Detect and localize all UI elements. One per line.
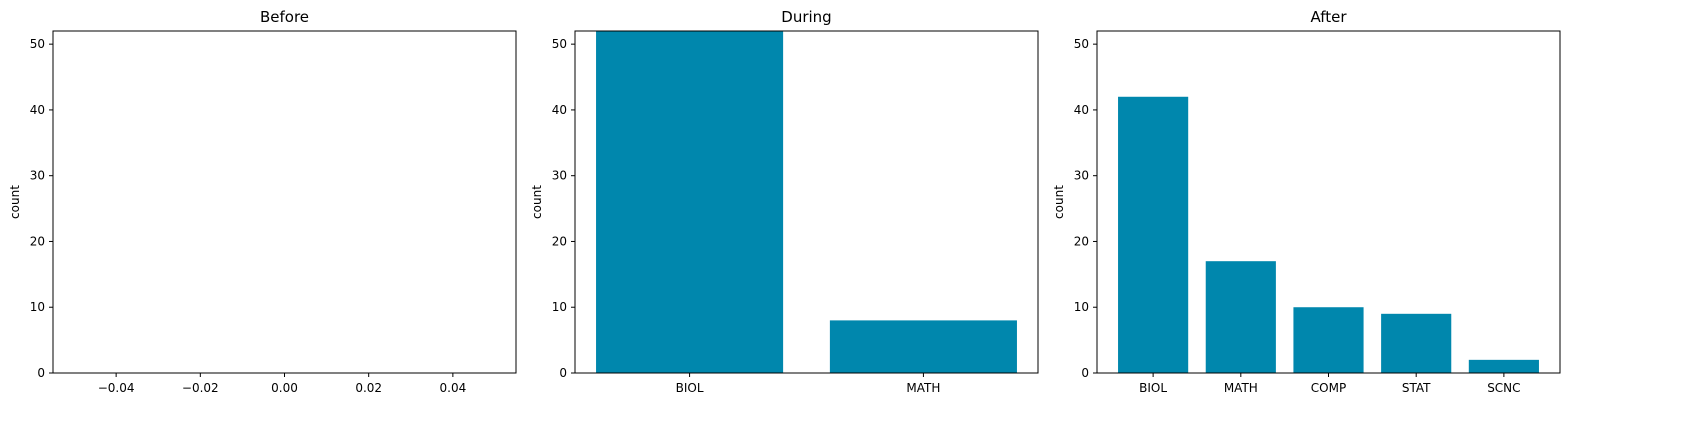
panel-before: Before count 0 10 20 30 40 50 −0.04 −0.02 0.00 0.… <box>8 8 517 395</box>
y-axis-label: count <box>8 185 22 219</box>
x-tick-label: BIOL <box>676 381 704 395</box>
y-tick-label: 10 <box>1074 300 1089 314</box>
y-tick-label: 10 <box>30 300 45 314</box>
y-axis-label: count <box>1052 185 1066 219</box>
y-tick-label: 30 <box>552 169 567 183</box>
chart-title: During <box>781 8 831 26</box>
chart-title: After <box>1310 8 1347 26</box>
x-tick-label: STAT <box>1402 381 1431 395</box>
bar-math <box>1205 261 1276 373</box>
y-axis-label: count <box>530 185 544 219</box>
y-tick-label: 40 <box>1074 103 1089 117</box>
bar-scnc <box>1468 359 1539 373</box>
axes-frame <box>52 30 517 374</box>
bar-comp <box>1293 307 1364 373</box>
x-tick-label: 0.00 <box>271 381 298 395</box>
bar-math <box>829 320 1017 373</box>
y-tick-label: 10 <box>552 300 567 314</box>
y-tick-label: 50 <box>30 37 45 51</box>
y-tick-label: 40 <box>552 103 567 117</box>
x-tick-label: 0.04 <box>440 381 467 395</box>
y-tick-label: 0 <box>37 366 45 380</box>
y-tick-label: 50 <box>1074 37 1089 51</box>
x-tick-label: COMP <box>1311 381 1346 395</box>
bar-biol <box>1118 96 1189 374</box>
y-tick-label: 30 <box>1074 169 1089 183</box>
y-tick-label: 0 <box>559 366 567 380</box>
bar-biol <box>596 31 784 373</box>
panel-during: During count 0 10 20 30 40 50 BIOL MATH <box>530 8 1039 395</box>
bar-stat <box>1381 313 1452 373</box>
x-tick-label: −0.04 <box>98 381 135 395</box>
y-tick-label: 30 <box>30 169 45 183</box>
x-tick-label: MATH <box>1224 381 1258 395</box>
y-tick-label: 20 <box>1074 234 1089 248</box>
x-tick-label: SCNC <box>1487 381 1520 395</box>
x-tick-label: −0.02 <box>182 381 219 395</box>
chart-title: Before <box>260 8 309 26</box>
y-tick-label: 0 <box>1081 366 1089 380</box>
y-tick-label: 20 <box>552 234 567 248</box>
x-tick-label: 0.02 <box>355 381 382 395</box>
panel-after: After count 0 10 20 30 40 50 BIOL MATH COMP STAT S… <box>1052 8 1561 395</box>
x-tick-label: MATH <box>906 381 940 395</box>
y-tick-label: 20 <box>30 234 45 248</box>
y-tick-label: 50 <box>552 37 567 51</box>
axes-frame <box>574 30 1039 374</box>
x-tick-label: BIOL <box>1139 381 1167 395</box>
y-tick-label: 40 <box>30 103 45 117</box>
